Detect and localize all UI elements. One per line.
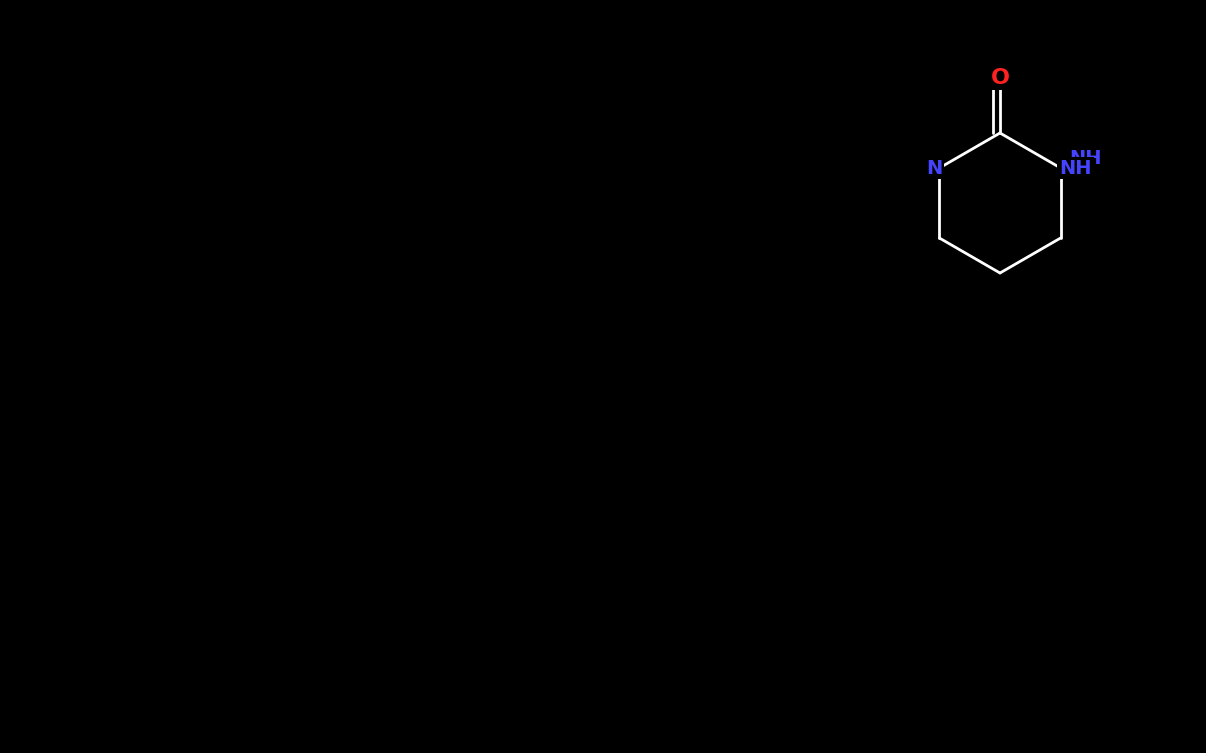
- Text: N: N: [926, 158, 943, 178]
- Text: O: O: [990, 68, 1009, 88]
- Text: NH: NH: [1059, 158, 1091, 178]
- Text: NH: NH: [1070, 148, 1102, 167]
